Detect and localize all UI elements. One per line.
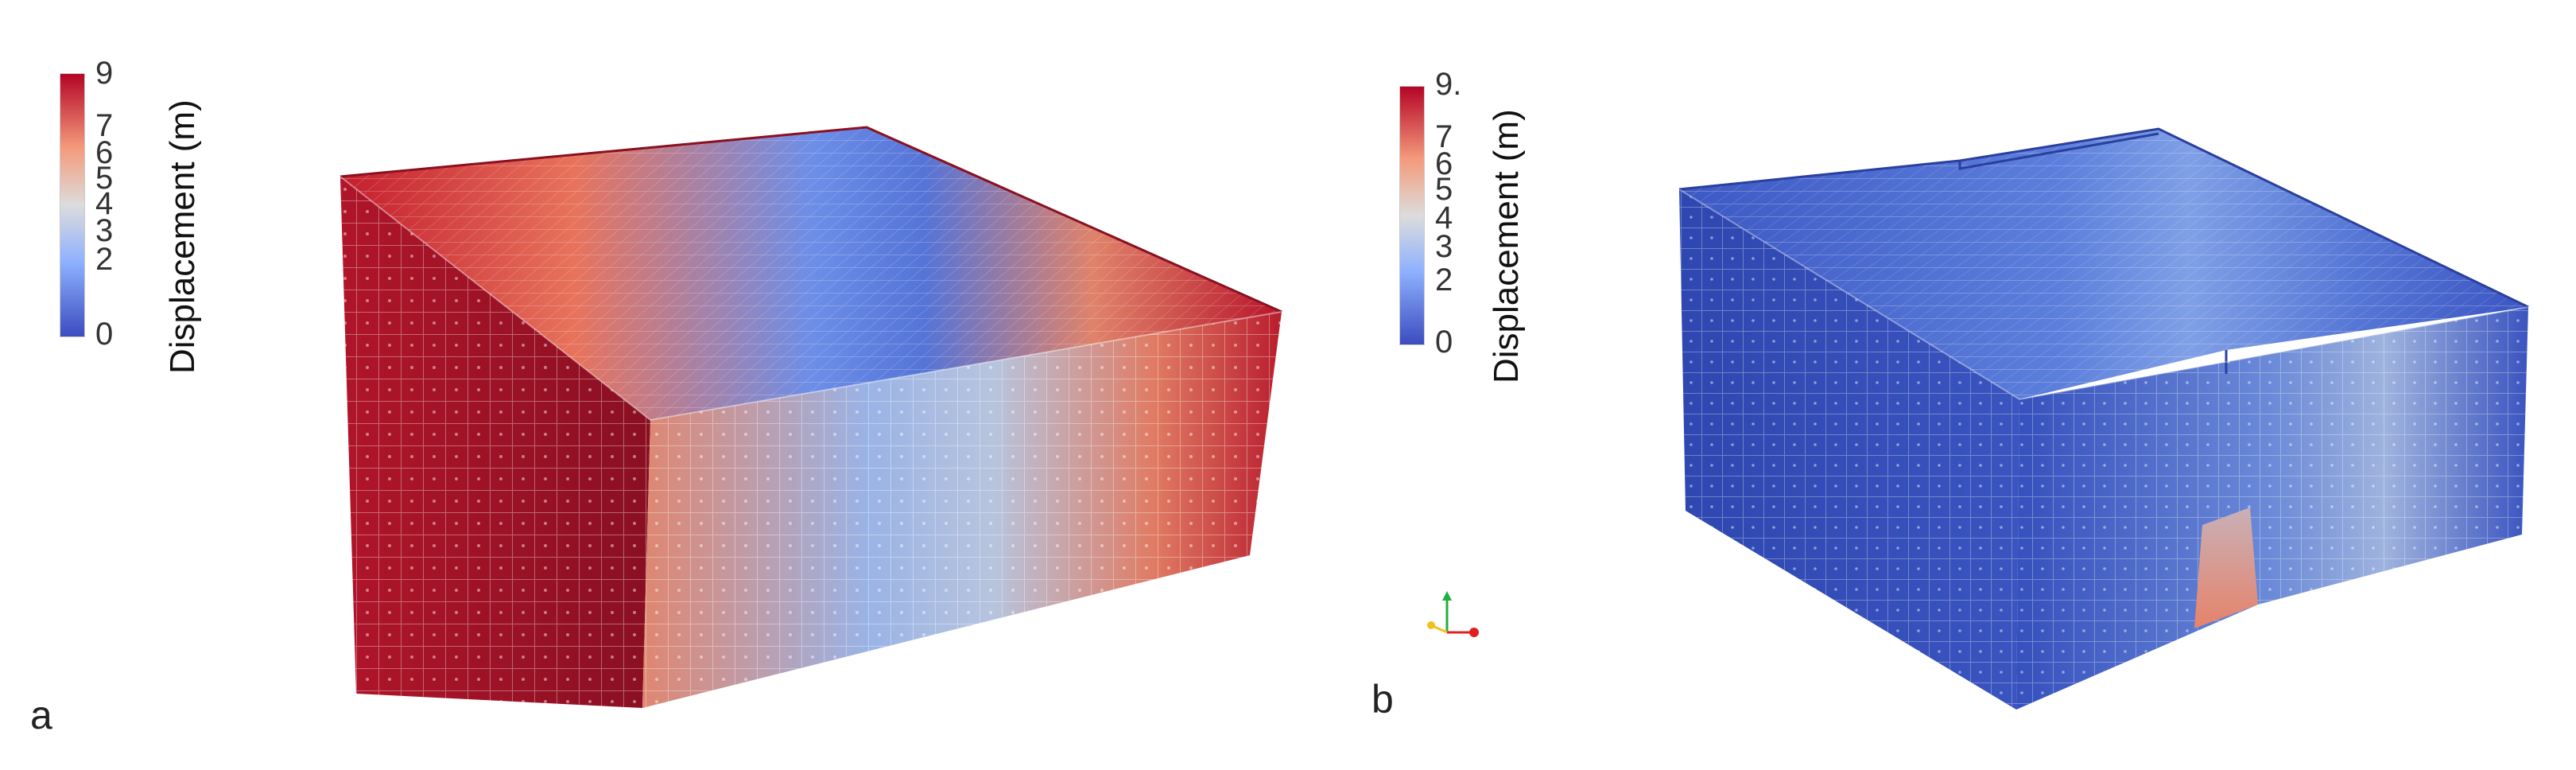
colorbar-b-tick: 6 [1435,146,1453,181]
colorbar-a-tick: 7 [95,108,114,143]
colorbar-a-tick: 2 [95,242,114,277]
colorbar-a-tick: 5 [95,161,114,196]
colorbar-a-tick: 4 [95,186,114,221]
panel-a-label: a [30,693,52,737]
panel-a: 9 7 6 5 4 3 2 0 Displacement (m) [30,56,1282,737]
colorbar-a-tick: 0 [95,317,114,352]
colorbar-a-tick: 3 [95,213,114,248]
colorbar-b [1399,86,1425,345]
colorbar-a-tick: 9 [95,56,114,91]
colorbar-a [60,73,85,337]
colorbar-b-tick: 9. [1435,67,1462,102]
mesh-block-b [1678,127,2529,710]
panel-b-label: b [1371,677,1394,721]
colorbar-b-tick: 3 [1435,229,1453,264]
colorbar-b-tick: 2 [1435,262,1453,298]
panel-b: 9. 7 6 5 4 3 2 0 Displacement (m) [1288,0,2576,770]
mesh-block-a [339,126,1282,708]
colorbar-b-tick: 0 [1435,325,1453,360]
colorbar-a-tick: 6 [95,135,114,170]
colorbar-b-tick: 7 [1435,119,1453,154]
colorbar-b-tick: 5 [1435,172,1453,207]
colorbar-b-tick: 4 [1435,200,1453,235]
orientation-axes-icon [1427,591,1479,637]
